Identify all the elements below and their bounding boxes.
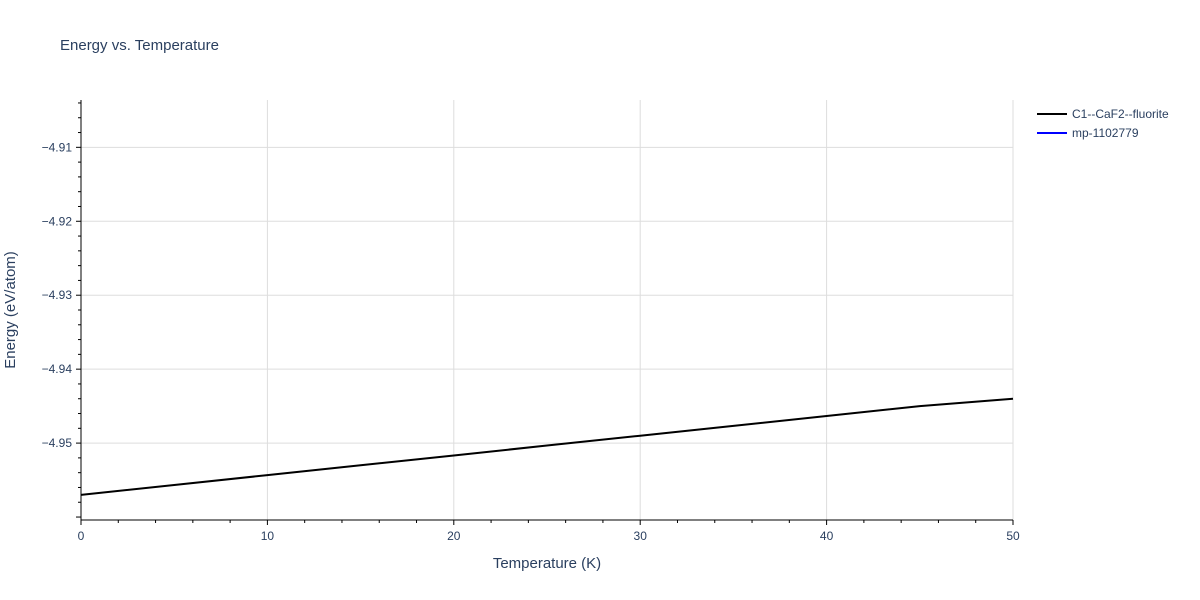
legend-item[interactable]: mp-1102779 bbox=[1037, 126, 1139, 140]
legend[interactable]: C1--CaF2--fluorite mp-1102779 bbox=[1037, 107, 1169, 140]
y-tick-label: −4.91 bbox=[42, 140, 73, 154]
legend-item[interactable]: C1--CaF2--fluorite bbox=[1037, 107, 1169, 121]
legend-label: C1--CaF2--fluorite bbox=[1072, 107, 1169, 121]
y-tick-label: −4.92 bbox=[42, 214, 73, 228]
series-line bbox=[80, 397, 1014, 496]
y-tick-label: −4.95 bbox=[42, 436, 73, 450]
axes: 0 10 20 30 40 50 −4.95 −4.94 −4.93 −4.92 −4.91 bbox=[42, 100, 1020, 543]
plot-area bbox=[80, 397, 1014, 496]
y-tick-label: −4.94 bbox=[42, 362, 73, 376]
x-tick-label: 0 bbox=[78, 529, 85, 543]
x-tick-label: 40 bbox=[820, 529, 834, 543]
x-tick-label: 10 bbox=[261, 529, 275, 543]
y-tick-label: −4.93 bbox=[42, 288, 73, 302]
x-axis-title: Temperature (K) bbox=[493, 555, 601, 572]
x-tick-label: 50 bbox=[1006, 529, 1020, 543]
y-axis-title: Energy (eV/atom) bbox=[2, 251, 19, 369]
x-tick-label: 30 bbox=[634, 529, 648, 543]
legend-label: mp-1102779 bbox=[1072, 126, 1139, 140]
chart-title: Energy vs. Temperature bbox=[60, 37, 219, 54]
x-tick-label: 20 bbox=[447, 529, 461, 543]
grid bbox=[81, 100, 1014, 520]
